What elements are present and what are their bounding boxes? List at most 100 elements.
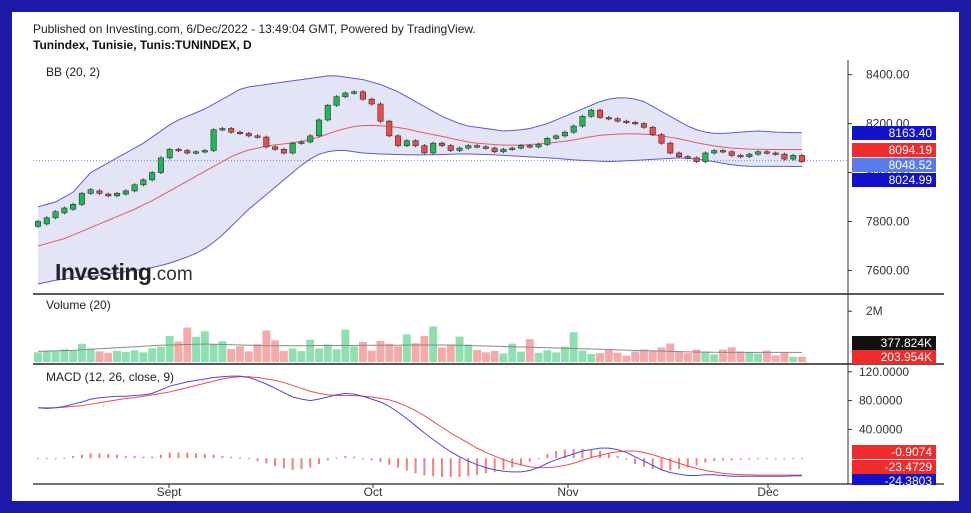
volume-bar [367,350,376,362]
macd-histogram-bar [388,458,391,465]
macd-histogram-bar [274,458,277,467]
macd-last-label-bg [852,460,936,474]
candle-body [333,96,340,106]
volume-bar [455,336,464,362]
macd-histogram-bar [230,456,233,459]
macd-histogram-bar [397,458,400,468]
price-last-label-text: 8094.19 [889,143,933,157]
candle-body [667,142,674,154]
macd-histogram-bar [484,458,487,474]
candle-body [746,153,753,157]
macd-histogram-bar [142,456,145,459]
macd-histogram-bar [54,458,57,460]
volume-bar [569,332,578,362]
volume-bar [499,353,508,362]
candle-body [377,103,384,122]
price-last-label-bg [852,143,936,157]
volume-bar [429,326,438,362]
macd-last-label: -24.3803 [852,474,936,488]
macd-histogram-bar [133,456,136,459]
candle-body [114,193,121,197]
volume-bar [218,341,227,362]
candle-body [193,151,200,154]
macd-histogram-bar [309,458,312,468]
volume-bar [446,344,455,362]
candle-body [140,179,147,186]
volume-last-label-text: 377.824K [881,336,932,350]
candle-body [535,144,542,148]
volume-bar [244,351,253,362]
candle-body [254,135,261,138]
candle-body [219,128,226,131]
macd-histogram-bar [669,458,672,471]
volume-bar [253,344,262,362]
candle-body [359,91,366,100]
candle-body [421,145,428,154]
candle-body [790,155,797,160]
candle-body [342,92,349,98]
candle-body [570,125,577,133]
candle-body [684,156,691,159]
macd-histogram-bar [414,458,417,474]
volume-bar [262,330,271,362]
price-tick-label: 8400.00 [866,68,910,82]
volume-bar [596,353,604,362]
candle-body [289,142,296,154]
time-tick-label: Nov [557,485,578,499]
volume-bar [701,351,710,362]
macd-histogram-bar [361,458,364,460]
volume-bar [578,350,587,362]
candle-body [403,140,410,146]
bb-indicator-label: BB (20, 2) [46,65,100,79]
macd-histogram-bar [440,458,443,477]
macd-histogram-bar [98,453,101,459]
volume-bar [745,352,754,362]
candle-body [658,134,665,144]
macd-histogram-bar [186,452,189,459]
volume-bar [394,346,402,362]
volume-bar [411,343,420,362]
signal-line [38,376,803,476]
macd-histogram-bar [449,458,452,477]
candle-body [711,150,718,154]
time-tick-label: Sept [157,485,182,499]
macd-histogram-bar [423,458,426,476]
volume-ma-line [37,343,803,353]
candle-body [184,150,191,154]
candle-body [131,184,138,192]
macd-last-label-text: -24.3803 [885,474,933,488]
macd-histogram-bar [757,458,760,460]
macd-last-label: -0.9074 [852,445,936,459]
candle-body [755,151,762,155]
volume-indicator-label: Volume (20) [46,298,111,312]
basis-line [37,124,803,247]
macd-tick-label: 40.0000 [859,422,903,436]
upper-band-line [37,75,803,208]
macd-histogram-bar [686,458,689,468]
macd-histogram-bar [739,458,742,460]
published-caption: Published on Investing.com, 6/Dec/2022 -… [33,22,476,36]
volume-bar [473,350,482,362]
macd-histogram-bar [634,458,637,464]
candle-body [78,193,85,205]
candle-body [96,190,103,194]
price-last-label-bg [852,173,936,187]
volume-bar [464,344,473,362]
bollinger-band-fill [38,75,802,284]
volume-bar [42,350,51,362]
candle-body [605,117,612,120]
candle-body [798,155,806,162]
volume-bar [156,346,165,362]
volume-bar [587,353,596,362]
macd-last-label-bg [852,445,936,459]
candle-body [52,211,59,219]
macd-histogram-bar [748,458,751,460]
candle-body [236,131,243,134]
macd-histogram-bar [467,458,470,477]
volume-bar [200,331,209,362]
candle-body [272,146,279,150]
macd-histogram-bar [370,458,373,461]
candle-body [728,151,735,156]
volume-bar [297,351,306,362]
